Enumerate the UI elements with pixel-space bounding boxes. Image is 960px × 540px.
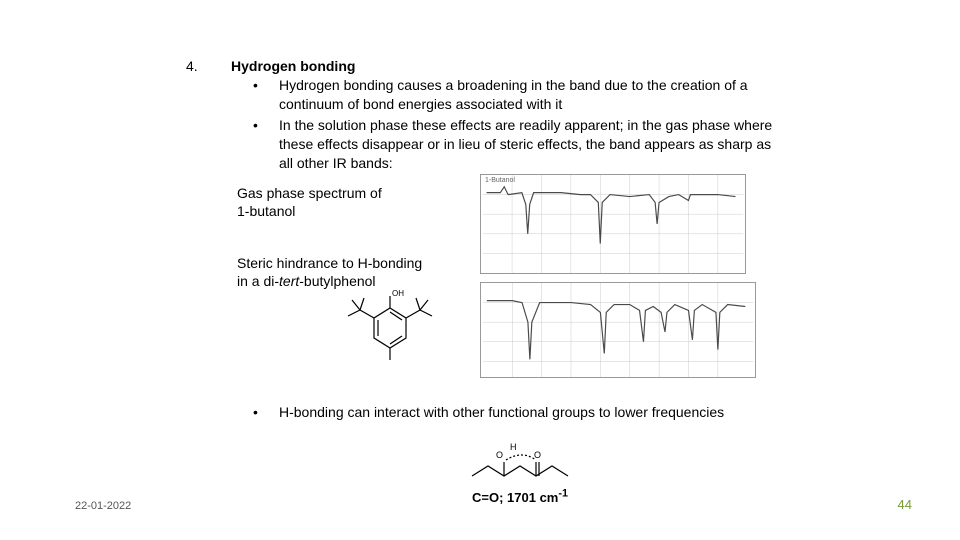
bullet-dot-icon: • (253, 76, 279, 114)
text-line: Steric hindrance to H-bonding (237, 255, 422, 271)
text-line: Gas phase spectrum of (237, 185, 382, 201)
text-italic: tert (279, 273, 299, 289)
bullet-item: • Hydrogen bonding causes a broadening i… (253, 76, 783, 114)
spectrum-svg (481, 283, 755, 377)
molecule-ketone-icon: O H O (460, 436, 580, 486)
svg-text:OH: OH (392, 289, 404, 298)
text-line: in a di- (237, 273, 279, 289)
bullet-text: In the solution phase these effects are … (279, 116, 783, 173)
spectrum-svg (481, 175, 745, 273)
ir-spectrum-1: 1-Butanol (480, 174, 746, 274)
bullet-item: • H-bonding can interact with other func… (253, 404, 724, 420)
bullet-item: • In the solution phase these effects ar… (253, 116, 783, 173)
bullet-text: H-bonding can interact with other functi… (279, 404, 724, 420)
molecule-phenol-icon: OH (330, 286, 450, 366)
ir-spectrum-2 (480, 282, 756, 378)
bullet-dot-icon: • (253, 116, 279, 173)
bullet-text: Hydrogen bonding causes a broadening in … (279, 76, 783, 114)
slide-date: 22-01-2022 (75, 500, 131, 512)
steric-label: Steric hindrance to H-bonding in a di-te… (237, 254, 422, 290)
molecule-ketone-block: O H O C=O; 1701 cm-1 (440, 436, 600, 505)
list-number: 4. (186, 58, 198, 74)
heading: Hydrogen bonding (231, 58, 355, 74)
svg-text:O: O (496, 450, 503, 460)
bullet-dot-icon: • (253, 404, 279, 420)
svg-text:H: H (510, 442, 517, 452)
spectrum-title: 1-Butanol (485, 177, 515, 184)
formula-label: C=O; 1701 cm-1 (440, 488, 600, 505)
svg-text:O: O (534, 450, 541, 460)
text-line: 1-butanol (237, 203, 295, 219)
gas-phase-label: Gas phase spectrum of 1-butanol (237, 184, 382, 220)
page-number: 44 (898, 497, 912, 512)
bullet-list: • Hydrogen bonding causes a broadening i… (253, 76, 783, 174)
